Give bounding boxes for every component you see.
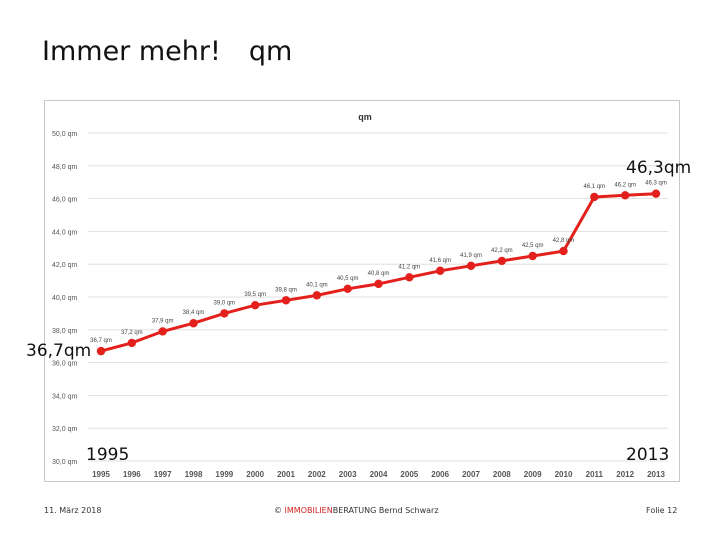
data-point bbox=[590, 192, 599, 202]
grid-lines bbox=[88, 132, 668, 462]
x-tick-label: 1996 bbox=[123, 470, 141, 479]
data-labels: 36,7 qm 37,2 qm 37,9 qm 38,4 qm 39,0 qm 39,5 … bbox=[90, 181, 667, 344]
data-point bbox=[405, 273, 414, 282]
data-point bbox=[312, 291, 322, 300]
data-label: 46,1 qm bbox=[583, 184, 605, 190]
x-tick-label: 2003 bbox=[339, 470, 357, 479]
x-tick-label: 1995 bbox=[92, 470, 110, 479]
x-tick-label: 2001 bbox=[277, 470, 295, 479]
y-tick-label: 36,0 qm bbox=[52, 361, 77, 368]
data-label: 40,8 qm bbox=[368, 271, 390, 277]
x-tick-label: 2010 bbox=[555, 470, 573, 479]
data-label: 36,7 qm bbox=[90, 338, 112, 344]
footer-company-name: BERATUNG Bernd Schwarz bbox=[332, 506, 439, 515]
data-point bbox=[158, 327, 167, 336]
footer-slide-number: Folie 12 bbox=[646, 506, 678, 515]
data-point bbox=[620, 191, 630, 200]
y-tick-label: 32,0 qm bbox=[52, 426, 77, 433]
y-tick-label: 42,0 qm bbox=[52, 262, 77, 269]
y-tick-label: 46,0 qm bbox=[52, 197, 77, 204]
x-tick-label: 2000 bbox=[246, 470, 264, 479]
data-point bbox=[559, 246, 568, 256]
callout-start-value: 36,7qm bbox=[26, 341, 92, 361]
slide-title-unit: qm bbox=[248, 36, 293, 67]
data-label: 41,9 qm bbox=[460, 253, 482, 259]
y-tick-label: 40,0 qm bbox=[52, 295, 77, 302]
data-point bbox=[374, 279, 383, 289]
data-point bbox=[96, 346, 106, 356]
x-axis-ticks: 1995 1996 1997 1998 1999 2000 2001 2002 2003 2004… bbox=[92, 470, 665, 479]
data-point bbox=[250, 301, 260, 310]
data-point bbox=[528, 251, 537, 261]
slide-title: Immer mehr! qm bbox=[42, 36, 292, 67]
slide-title-text: Immer mehr! bbox=[42, 36, 221, 67]
data-points bbox=[96, 189, 661, 356]
data-label: 46,3 qm bbox=[645, 181, 667, 187]
data-label: 37,2 qm bbox=[121, 330, 143, 336]
x-tick-label: 2004 bbox=[370, 470, 388, 479]
x-tick-label: 1998 bbox=[185, 470, 203, 479]
x-tick-label: 2006 bbox=[431, 470, 449, 479]
x-tick-label: 2002 bbox=[308, 470, 326, 479]
x-tick-label: 2012 bbox=[616, 470, 634, 479]
x-tick-label: 2008 bbox=[493, 470, 511, 479]
x-tick-label: 2007 bbox=[462, 470, 480, 479]
data-label: 39,5 qm bbox=[244, 292, 266, 298]
footer-brand: IMMOBILIEN bbox=[284, 506, 333, 515]
data-label: 41,6 qm bbox=[429, 258, 451, 264]
x-tick-label: 2011 bbox=[586, 470, 604, 479]
data-label: 37,9 qm bbox=[152, 318, 174, 324]
data-label: 39,0 qm bbox=[213, 300, 235, 306]
y-tick-label: 34,0 qm bbox=[52, 393, 77, 400]
data-label: 42,5 qm bbox=[522, 243, 544, 249]
data-label: 40,5 qm bbox=[337, 276, 359, 282]
y-axis-ticks: 30,0 qm 32,0 qm 34,0 qm 36,0 qm 38,0 qm 40,0 … bbox=[52, 131, 77, 466]
x-tick-label: 1999 bbox=[215, 470, 233, 479]
data-label: 46,2 qm bbox=[614, 182, 636, 188]
data-label: 41,2 qm bbox=[398, 264, 420, 270]
y-tick-label: 44,0 qm bbox=[52, 229, 77, 236]
footer-date: 11. März 2018 bbox=[44, 506, 102, 515]
data-point bbox=[220, 309, 229, 318]
x-tick-label: 2009 bbox=[524, 470, 542, 479]
callout-end-value: 46,3qm bbox=[626, 158, 692, 178]
data-point bbox=[497, 256, 507, 266]
x-tick-label: 2013 bbox=[647, 470, 665, 479]
callout-start-year: 1995 bbox=[86, 445, 130, 465]
data-label: 39,8 qm bbox=[275, 287, 297, 293]
data-point bbox=[343, 284, 352, 293]
chart-title: qm bbox=[358, 112, 372, 122]
chart-frame bbox=[44, 100, 680, 482]
x-tick-label: 1997 bbox=[154, 470, 172, 479]
data-label: 42,8 qm bbox=[553, 238, 575, 244]
data-label: 40,1 qm bbox=[306, 282, 328, 288]
data-point bbox=[281, 296, 291, 305]
y-tick-label: 50,0 qm bbox=[52, 131, 77, 138]
data-point bbox=[189, 319, 198, 328]
y-tick-label: 30,0 qm bbox=[52, 459, 77, 466]
data-label: 38,4 qm bbox=[183, 310, 205, 316]
y-tick-label: 48,0 qm bbox=[52, 164, 77, 171]
data-point bbox=[466, 261, 476, 271]
data-point bbox=[651, 189, 661, 198]
data-point bbox=[127, 338, 137, 348]
copyright-symbol: © bbox=[274, 506, 282, 515]
data-label: 42,2 qm bbox=[491, 248, 513, 254]
footer-company: © IMMOBILIENBERATUNG Bernd Schwarz bbox=[274, 506, 439, 515]
data-point bbox=[435, 266, 445, 275]
x-tick-label: 2005 bbox=[400, 470, 418, 479]
callout-end-year: 2013 bbox=[626, 445, 670, 465]
y-tick-label: 38,0 qm bbox=[52, 328, 77, 335]
